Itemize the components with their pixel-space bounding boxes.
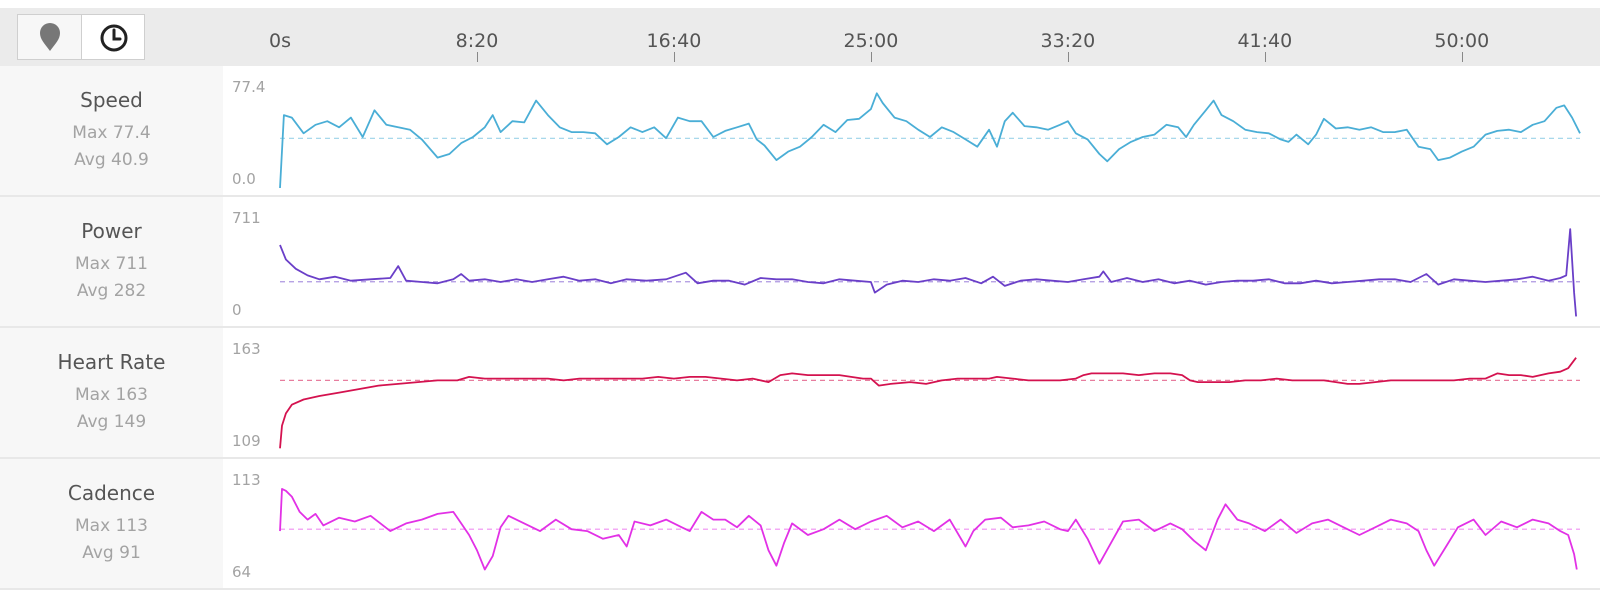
- speed-avg: Avg 40.9: [74, 150, 149, 170]
- speed-stats: Speed Max 77.4 Avg 40.9: [0, 66, 223, 195]
- clock-button[interactable]: [81, 14, 145, 60]
- cadence-series-line: [279, 487, 1578, 571]
- x-tick-mark: [1067, 52, 1069, 62]
- speed-name: Speed: [80, 88, 143, 112]
- x-tick-label: 16:40: [646, 30, 702, 52]
- cadence-y-min-label: 64: [232, 563, 252, 581]
- heart_rate-series-line: [279, 357, 1577, 449]
- x-tick-mark: [1264, 52, 1266, 62]
- heart_rate-stats: Heart Rate Max 163 Avg 149: [0, 328, 223, 457]
- cadence-max: Max 113: [75, 516, 148, 536]
- power-avg: Avg 282: [76, 281, 147, 301]
- power-series-line: [279, 228, 1577, 317]
- x-tick-mark: [1461, 52, 1463, 62]
- clock-icon: [100, 24, 128, 52]
- speed-y-max-label: 77.4: [232, 78, 266, 96]
- row-divider: [0, 326, 1600, 328]
- heart_rate-name: Heart Rate: [57, 350, 166, 374]
- x-tick-label: 50:00: [1434, 30, 1490, 52]
- heart_rate-y-min-label: 109: [232, 432, 261, 450]
- cadence-stats: Cadence Max 113 Avg 91: [0, 459, 223, 588]
- cadence-name: Cadence: [67, 481, 156, 505]
- cadence-avg: Avg 91: [82, 543, 141, 563]
- power-y-max-label: 711: [232, 209, 261, 227]
- speed-series-line: [279, 92, 1581, 189]
- cadence-y-max-label: 113: [232, 471, 261, 489]
- power-name: Power: [81, 219, 142, 243]
- row-divider: [0, 588, 1600, 590]
- x-tick-label: 0s: [269, 30, 291, 52]
- time-axis-bar: 0s 8:20 16:40 25:00 33:20 41:40 50:00: [0, 8, 1600, 66]
- power-stats: Power Max 711 Avg 282: [0, 197, 223, 326]
- speed-y-min-label: 0.0: [232, 170, 256, 188]
- x-tick-label: 25:00: [843, 30, 899, 52]
- heart_rate-max: Max 163: [75, 385, 148, 405]
- heart_rate-y-max-label: 163: [232, 340, 261, 358]
- row-divider: [0, 457, 1600, 459]
- map-pin-button[interactable]: [17, 14, 81, 60]
- heart_rate-avg: Avg 149: [76, 412, 147, 432]
- x-tick-mark: [870, 52, 872, 62]
- power-y-min-label: 0: [232, 301, 242, 319]
- speed-max: Max 77.4: [72, 123, 151, 143]
- x-tick-mark: [673, 52, 675, 62]
- x-tick-label: 33:20: [1040, 30, 1096, 52]
- x-tick-mark: [476, 52, 478, 62]
- power-max: Max 711: [75, 254, 148, 274]
- x-tick-label: 8:20: [455, 30, 499, 52]
- map-pin-icon: [40, 23, 60, 51]
- row-divider: [0, 195, 1600, 197]
- x-tick-label: 41:40: [1237, 30, 1293, 52]
